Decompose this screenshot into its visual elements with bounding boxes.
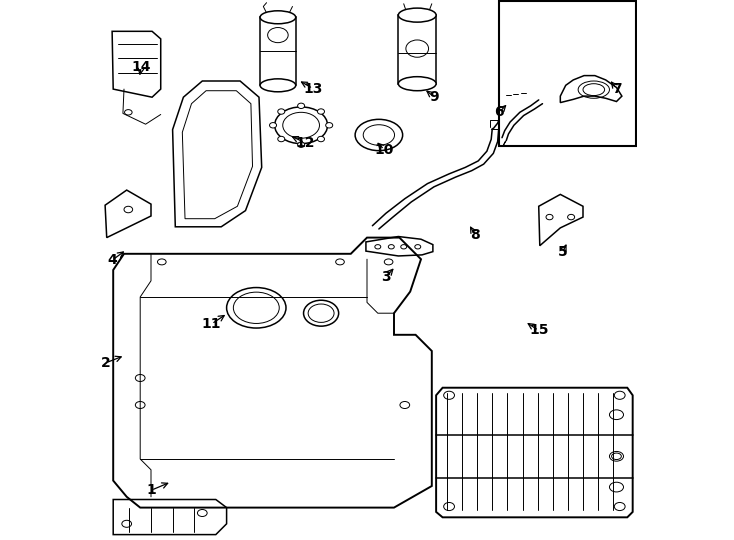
Text: 4: 4 <box>107 253 117 267</box>
Ellipse shape <box>297 103 305 109</box>
Text: 6: 6 <box>495 105 504 119</box>
Text: 1: 1 <box>146 483 156 497</box>
Bar <box>499 1 636 146</box>
Text: 5: 5 <box>558 245 567 259</box>
Text: 8: 8 <box>470 228 480 242</box>
Ellipse shape <box>318 109 324 114</box>
Ellipse shape <box>363 125 395 145</box>
Ellipse shape <box>318 136 324 141</box>
Ellipse shape <box>355 119 403 151</box>
Text: 10: 10 <box>374 143 394 157</box>
Text: 12: 12 <box>295 136 315 150</box>
Text: 13: 13 <box>303 82 323 96</box>
Ellipse shape <box>326 123 333 128</box>
Ellipse shape <box>260 11 296 24</box>
Ellipse shape <box>277 109 285 114</box>
Text: 11: 11 <box>202 317 221 331</box>
Text: 2: 2 <box>101 356 111 370</box>
Ellipse shape <box>275 107 327 144</box>
Text: 15: 15 <box>529 323 548 338</box>
Text: 3: 3 <box>381 270 390 284</box>
Text: 9: 9 <box>429 90 440 104</box>
Text: 14: 14 <box>131 60 151 74</box>
Ellipse shape <box>283 112 319 138</box>
Ellipse shape <box>297 142 305 147</box>
Ellipse shape <box>277 136 285 141</box>
Ellipse shape <box>399 77 436 91</box>
Text: 7: 7 <box>611 82 621 96</box>
Ellipse shape <box>269 123 277 128</box>
Ellipse shape <box>399 8 436 22</box>
Ellipse shape <box>260 79 296 92</box>
